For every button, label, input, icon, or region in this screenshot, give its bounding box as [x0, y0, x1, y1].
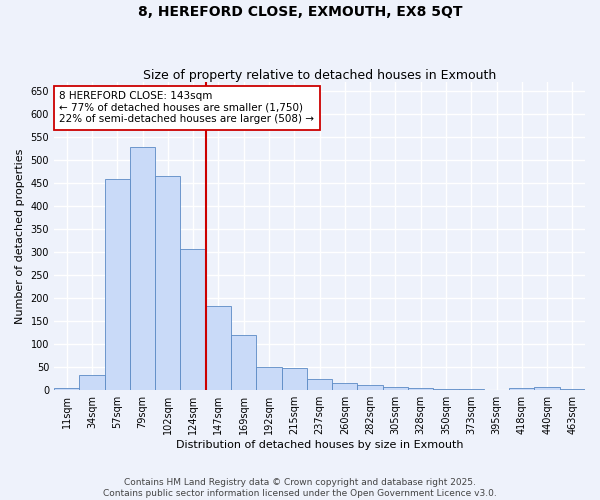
Bar — [509, 388, 535, 390]
Bar — [231, 335, 256, 390]
Text: 8 HEREFORD CLOSE: 143sqm
← 77% of detached houses are smaller (1,750)
22% of sem: 8 HEREFORD CLOSE: 143sqm ← 77% of detach… — [59, 91, 314, 124]
Bar — [104, 178, 130, 390]
Text: Contains HM Land Registry data © Crown copyright and database right 2025.
Contai: Contains HM Land Registry data © Crown c… — [103, 478, 497, 498]
Bar — [535, 387, 560, 390]
Bar — [54, 388, 79, 390]
Bar — [79, 375, 104, 390]
Bar — [181, 249, 206, 390]
Bar — [281, 368, 307, 390]
Bar — [358, 384, 383, 390]
Bar — [155, 176, 181, 390]
Bar — [332, 384, 358, 390]
Bar — [408, 388, 433, 390]
X-axis label: Distribution of detached houses by size in Exmouth: Distribution of detached houses by size … — [176, 440, 463, 450]
Bar — [206, 306, 231, 390]
Bar — [307, 378, 332, 390]
Y-axis label: Number of detached properties: Number of detached properties — [15, 148, 25, 324]
Bar — [130, 148, 155, 390]
Bar — [383, 386, 408, 390]
Bar — [256, 367, 281, 390]
Title: Size of property relative to detached houses in Exmouth: Size of property relative to detached ho… — [143, 69, 496, 82]
Text: 8, HEREFORD CLOSE, EXMOUTH, EX8 5QT: 8, HEREFORD CLOSE, EXMOUTH, EX8 5QT — [138, 5, 462, 19]
